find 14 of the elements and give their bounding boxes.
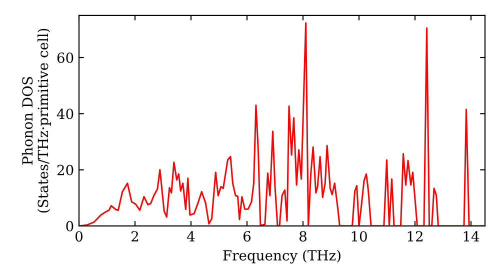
- y-tick-label: 40: [56, 108, 74, 120]
- x-tick-label: 14: [464, 231, 480, 242]
- x-tick-label: 12: [408, 231, 422, 242]
- x-axis-title: Frequency (THz): [223, 250, 340, 264]
- x-tick-label: 8: [300, 231, 306, 242]
- y-tick-label: 20: [57, 164, 74, 176]
- x-tick-label: 2: [132, 231, 138, 242]
- x-tick-label: 0: [75, 231, 82, 242]
- y-tick-label: 0: [66, 220, 74, 232]
- x-tick-label: 4: [187, 231, 195, 242]
- y-tick-label: 60: [57, 52, 74, 63]
- x-tick-label: 6: [244, 231, 251, 242]
- y-axis-title: Phonon DOS (States/THz·primitive cell): [22, 28, 51, 213]
- x-tick-label: 10: [352, 231, 367, 242]
